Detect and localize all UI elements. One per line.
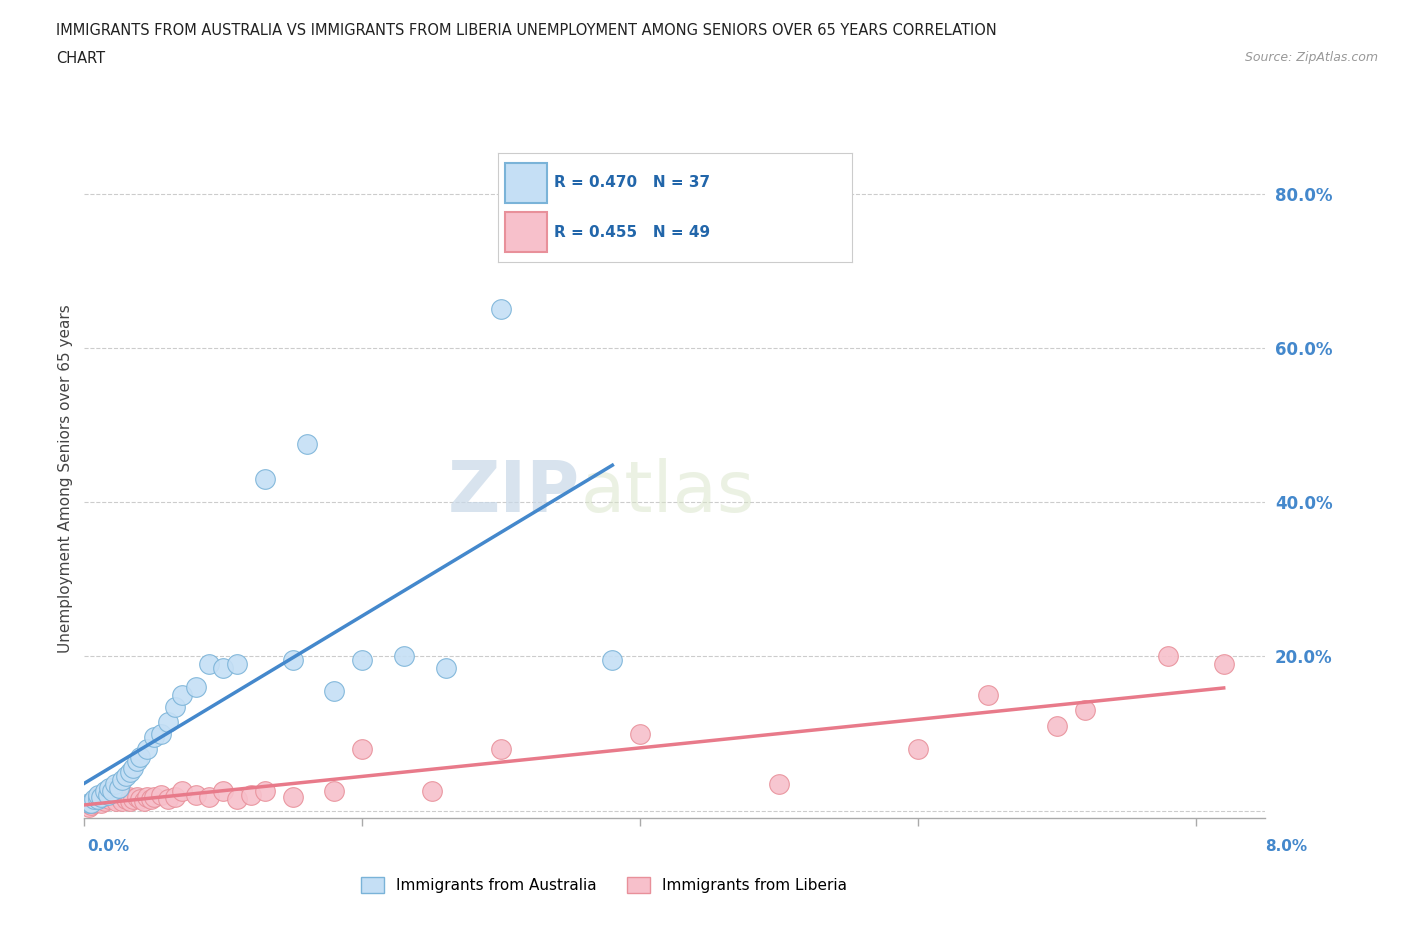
Point [104, 777, 127, 791]
Point [1157, 649, 1180, 664]
Point [142, 730, 165, 745]
Point [240, 788, 263, 803]
Point [489, 741, 512, 756]
Point [111, 773, 134, 788]
Point [323, 684, 346, 698]
Point [94, 784, 117, 799]
Text: 0.0%: 0.0% [87, 839, 129, 854]
Point [122, 761, 145, 776]
Point [87, 790, 110, 804]
Point [768, 777, 790, 791]
Point [392, 649, 415, 664]
Point [97, 790, 120, 804]
Point [198, 657, 221, 671]
Text: ZIP: ZIP [449, 458, 581, 527]
Point [295, 437, 318, 452]
Point [115, 768, 138, 783]
Text: atlas: atlas [581, 458, 755, 527]
Point [127, 790, 149, 804]
Point [602, 653, 624, 668]
Point [83, 791, 105, 806]
Point [149, 788, 172, 803]
Point [80, 795, 103, 810]
Point [120, 764, 142, 779]
Point [1074, 703, 1097, 718]
Point [420, 784, 443, 799]
Point [212, 660, 235, 675]
Point [127, 753, 149, 768]
Point [226, 791, 249, 806]
Point [976, 687, 998, 702]
Point [135, 790, 157, 804]
Point [129, 750, 152, 764]
Point [281, 653, 304, 668]
Point [352, 653, 374, 668]
Point [80, 797, 103, 812]
Point [94, 793, 117, 808]
Text: 8.0%: 8.0% [1265, 839, 1308, 854]
Point [90, 790, 112, 804]
Point [90, 795, 112, 810]
Point [907, 741, 929, 756]
Point [105, 793, 128, 808]
Point [1212, 657, 1234, 671]
Point [91, 791, 114, 806]
Point [253, 472, 276, 486]
Point [101, 784, 124, 799]
Point [142, 790, 165, 804]
Point [281, 790, 304, 804]
Text: IMMIGRANTS FROM AUSTRALIA VS IMMIGRANTS FROM LIBERIA UNEMPLOYMENT AMONG SENIORS : IMMIGRANTS FROM AUSTRALIA VS IMMIGRANTS … [56, 23, 997, 38]
Point [170, 784, 193, 799]
Point [198, 790, 221, 804]
Point [156, 791, 179, 806]
Point [115, 791, 138, 806]
Point [111, 794, 134, 809]
Point [83, 795, 105, 810]
Point [628, 726, 651, 741]
Text: CHART: CHART [56, 51, 105, 66]
Point [118, 790, 141, 804]
Point [77, 800, 100, 815]
Point [104, 791, 127, 806]
Point [489, 301, 512, 316]
Point [129, 791, 152, 806]
Point [184, 680, 207, 695]
Point [149, 726, 172, 741]
Point [163, 699, 186, 714]
Point [112, 788, 135, 803]
Point [253, 784, 276, 799]
Point [120, 793, 142, 808]
Point [87, 788, 110, 803]
Point [135, 741, 157, 756]
Point [97, 788, 120, 803]
Point [77, 795, 100, 810]
Point [101, 788, 124, 803]
Point [170, 687, 193, 702]
Point [184, 788, 207, 803]
Point [87, 791, 110, 806]
Point [98, 780, 121, 795]
Point [156, 714, 179, 729]
Point [98, 791, 121, 806]
Point [323, 784, 346, 799]
Text: Source: ZipAtlas.com: Source: ZipAtlas.com [1244, 51, 1378, 64]
Point [139, 791, 162, 806]
Point [1046, 718, 1069, 733]
Point [163, 790, 186, 804]
Point [108, 780, 131, 795]
Legend: Immigrants from Australia, Immigrants from Liberia: Immigrants from Australia, Immigrants fr… [354, 870, 853, 899]
Point [434, 660, 457, 675]
Point [122, 791, 145, 806]
Point [108, 790, 131, 804]
Point [212, 784, 235, 799]
Point [87, 794, 110, 809]
Y-axis label: Unemployment Among Seniors over 65 years: Unemployment Among Seniors over 65 years [58, 305, 73, 653]
Point [132, 793, 155, 808]
Point [352, 741, 374, 756]
Point [226, 657, 249, 671]
